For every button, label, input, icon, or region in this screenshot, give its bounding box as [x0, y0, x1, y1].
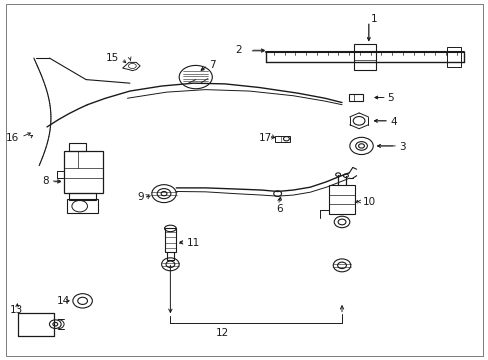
Text: 10: 10 — [362, 197, 375, 207]
Text: 12: 12 — [216, 328, 229, 338]
Bar — [274, 136, 290, 141]
Text: 6: 6 — [276, 204, 283, 215]
Text: 4: 4 — [390, 117, 397, 127]
Bar — [354, 44, 375, 69]
Text: 3: 3 — [399, 141, 406, 152]
Text: 1: 1 — [370, 14, 377, 24]
Bar — [164, 228, 176, 252]
Text: 5: 5 — [386, 93, 393, 103]
Text: 17: 17 — [259, 133, 272, 143]
Bar — [64, 151, 103, 193]
Bar — [69, 193, 96, 200]
Bar — [348, 94, 362, 101]
Text: 2: 2 — [235, 45, 242, 55]
Text: 7: 7 — [209, 59, 216, 69]
Bar — [328, 185, 355, 214]
Bar — [69, 143, 86, 151]
Text: 14: 14 — [57, 296, 70, 306]
Bar — [66, 199, 98, 213]
Text: 11: 11 — [186, 238, 200, 248]
Text: 8: 8 — [42, 176, 48, 186]
Bar — [446, 47, 461, 67]
Text: 16: 16 — [6, 133, 19, 143]
Text: 9: 9 — [137, 192, 143, 202]
Text: 15: 15 — [106, 53, 119, 63]
Text: 13: 13 — [9, 305, 22, 315]
